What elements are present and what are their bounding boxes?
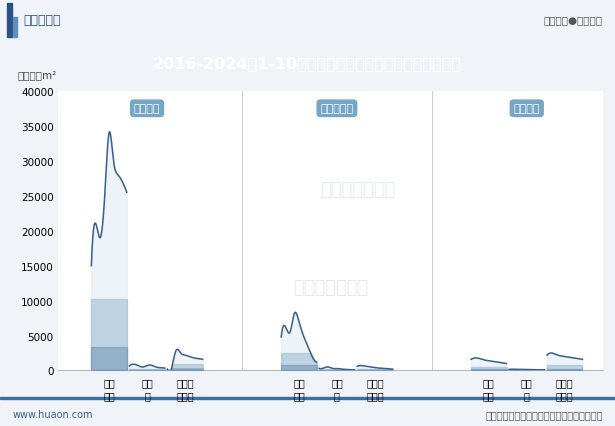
Text: 数据来源：国家统计局；华经产业研究院整理: 数据来源：国家统计局；华经产业研究院整理	[485, 409, 603, 419]
Text: 华经产业研究院: 华经产业研究院	[320, 180, 395, 198]
Text: 单位：万m²: 单位：万m²	[18, 70, 57, 81]
Text: 华经情报网: 华经情报网	[23, 14, 61, 26]
Text: 施工面积: 施工面积	[134, 104, 161, 114]
Text: 新开工面积: 新开工面积	[320, 104, 354, 114]
Text: 2016-2024年1-10月广西壮族自治区房地产施工面积情况: 2016-2024年1-10月广西壮族自治区房地产施工面积情况	[153, 56, 462, 72]
Bar	[7, 4, 12, 38]
Text: www.huaon.com: www.huaon.com	[12, 409, 93, 419]
Text: 竣工面积: 竣工面积	[514, 104, 540, 114]
Bar	[0, 397, 615, 399]
Text: 专业严谨●客观科学: 专业严谨●客观科学	[544, 15, 603, 25]
Text: 华经产业研究院: 华经产业研究院	[293, 278, 368, 296]
Bar	[13, 18, 17, 38]
